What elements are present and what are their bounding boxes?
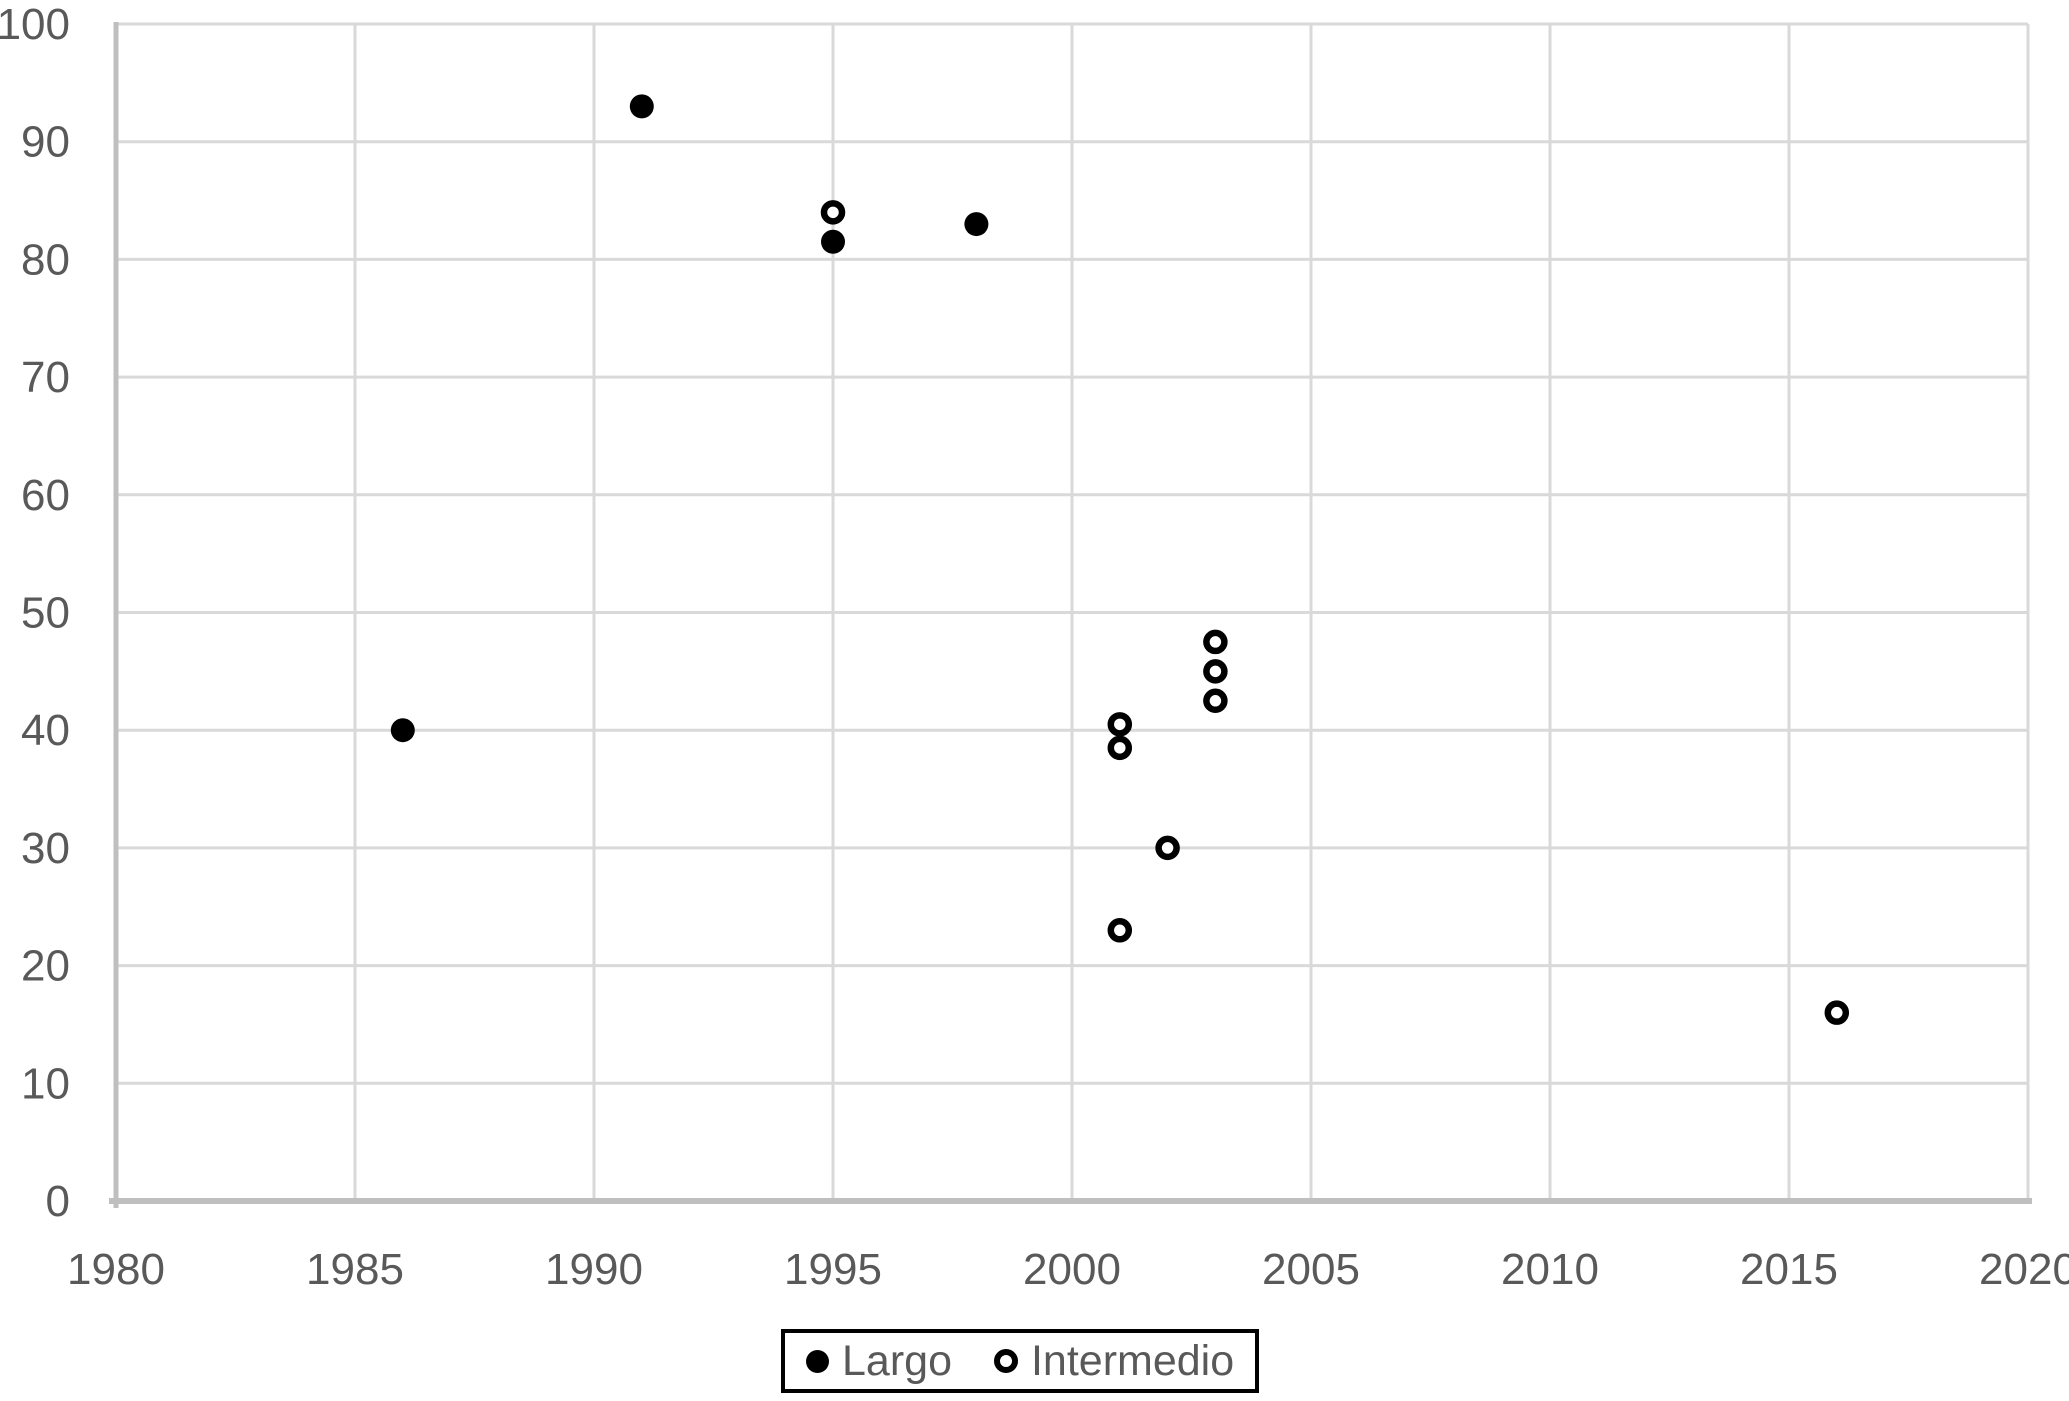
- data-point-intermedio-0: [820, 200, 846, 225]
- y-tick-label-50: 50: [21, 588, 70, 637]
- x-tick-label-2020: 2020: [1979, 1245, 2069, 1294]
- data-point-intermedio-4: [1155, 835, 1180, 861]
- y-tick-label-0: 0: [46, 1177, 70, 1226]
- data-point-largo-1: [629, 94, 654, 119]
- legend-label-intermedio: Intermedio: [1030, 1336, 1235, 1385]
- open-circle-icon: [993, 1349, 1018, 1373]
- legend-item-intermedio: Intermedio: [993, 1336, 1235, 1386]
- data-point-largo-0: [390, 718, 415, 743]
- filled-circle-icon: [806, 1349, 829, 1373]
- data-point-largo-3: [964, 212, 989, 237]
- x-tick-label-1985: 1985: [306, 1245, 404, 1294]
- y-tick-label-80: 80: [21, 235, 70, 284]
- y-tick-label-10: 10: [21, 1059, 70, 1108]
- data-point-intermedio-6: [1203, 659, 1228, 684]
- y-tick-label-20: 20: [21, 942, 70, 991]
- x-tick-label-2005: 2005: [1262, 1245, 1360, 1294]
- legend: Largo Intermedio: [781, 1329, 1260, 1393]
- y-tick-label-90: 90: [21, 118, 70, 167]
- data-point-intermedio-8: [1824, 1000, 1850, 1025]
- y-tick-label-30: 30: [21, 824, 70, 873]
- x-tick-label-2000: 2000: [1023, 1245, 1121, 1294]
- data-point-intermedio-7: [1203, 688, 1228, 714]
- y-tick-label-70: 70: [21, 353, 70, 402]
- data-point-largo-2: [821, 229, 845, 254]
- y-tick-label-40: 40: [21, 706, 70, 755]
- x-tick-label-1990: 1990: [545, 1245, 643, 1294]
- y-tick-label-100: 100: [0, 0, 70, 49]
- data-point-intermedio-5: [1203, 629, 1228, 655]
- data-point-intermedio-3: [1107, 918, 1133, 943]
- legend-item-largo: Largo: [806, 1337, 952, 1386]
- y-tick-label-60: 60: [21, 471, 70, 520]
- data-point-intermedio-1: [1107, 712, 1133, 737]
- x-tick-label-1980: 1980: [67, 1245, 165, 1294]
- x-tick-label-1995: 1995: [784, 1245, 882, 1294]
- legend-label-largo: Largo: [842, 1336, 952, 1385]
- data-point-intermedio-2: [1107, 735, 1133, 761]
- x-tick-label-2010: 2010: [1501, 1245, 1599, 1294]
- x-tick-label-2015: 2015: [1740, 1245, 1838, 1294]
